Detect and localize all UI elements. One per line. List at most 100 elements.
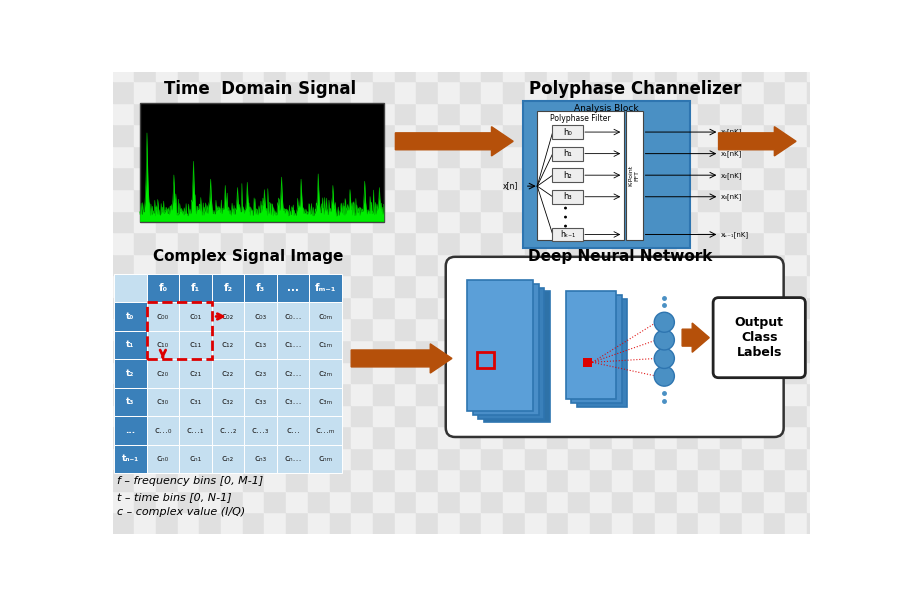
Bar xyxy=(503,275,525,297)
Bar xyxy=(503,404,525,426)
Bar xyxy=(742,362,763,383)
Bar xyxy=(147,416,179,445)
Bar xyxy=(525,340,546,362)
Bar xyxy=(308,275,329,297)
Bar xyxy=(156,103,177,124)
Bar xyxy=(112,124,134,146)
Bar xyxy=(785,189,807,211)
Bar xyxy=(568,319,590,340)
Bar xyxy=(156,124,177,146)
Text: c…₀: c…₀ xyxy=(154,426,172,435)
Bar xyxy=(568,167,590,189)
Bar xyxy=(742,404,763,426)
Bar xyxy=(112,59,134,81)
Bar xyxy=(785,167,807,189)
Bar xyxy=(698,59,720,81)
Bar xyxy=(286,383,308,404)
Bar xyxy=(112,469,134,491)
Bar xyxy=(612,383,634,404)
Bar xyxy=(114,302,147,331)
Bar xyxy=(763,146,785,167)
Bar xyxy=(329,167,351,189)
Bar xyxy=(763,426,785,448)
Bar xyxy=(525,383,546,404)
Bar xyxy=(698,383,720,404)
Bar xyxy=(265,146,286,167)
Bar xyxy=(286,254,308,275)
Bar xyxy=(221,491,243,512)
Text: c₃ₘ: c₃ₘ xyxy=(319,397,333,406)
Bar xyxy=(742,59,763,81)
Bar xyxy=(583,358,592,367)
Bar xyxy=(351,512,373,534)
Circle shape xyxy=(654,349,674,368)
Bar xyxy=(373,319,394,340)
Bar xyxy=(308,254,329,275)
Bar xyxy=(438,38,460,59)
Bar xyxy=(179,274,212,302)
Bar xyxy=(785,426,807,448)
Bar xyxy=(634,512,655,534)
Bar xyxy=(177,81,199,103)
Bar xyxy=(438,232,460,254)
Bar xyxy=(546,491,568,512)
Bar xyxy=(308,232,329,254)
Bar xyxy=(829,319,850,340)
Bar xyxy=(807,81,829,103)
FancyBboxPatch shape xyxy=(467,280,534,411)
Bar xyxy=(277,274,310,302)
Bar xyxy=(373,362,394,383)
Bar xyxy=(763,340,785,362)
Bar xyxy=(243,491,265,512)
Bar xyxy=(286,81,308,103)
Bar xyxy=(720,254,742,275)
Bar xyxy=(329,103,351,124)
Bar xyxy=(177,232,199,254)
Bar xyxy=(546,59,568,81)
Bar xyxy=(612,59,634,81)
Bar xyxy=(460,275,482,297)
Bar xyxy=(720,448,742,469)
Bar xyxy=(112,448,134,469)
Bar xyxy=(807,426,829,448)
Bar xyxy=(546,404,568,426)
Bar xyxy=(807,103,829,124)
Bar xyxy=(568,103,590,124)
Bar xyxy=(785,404,807,426)
Bar xyxy=(308,59,329,81)
Bar xyxy=(742,426,763,448)
Bar xyxy=(265,448,286,469)
Bar xyxy=(244,445,277,473)
Bar xyxy=(373,340,394,362)
Bar xyxy=(590,167,612,189)
Bar xyxy=(829,254,850,275)
Bar xyxy=(156,189,177,211)
Bar xyxy=(677,38,698,59)
Bar xyxy=(308,340,329,362)
Bar xyxy=(329,426,351,448)
Bar xyxy=(677,211,698,232)
Bar xyxy=(698,426,720,448)
Bar xyxy=(590,319,612,340)
Bar xyxy=(546,275,568,297)
Bar xyxy=(177,383,199,404)
Bar xyxy=(310,388,342,416)
Bar xyxy=(310,359,342,388)
Text: x₁[nK]: x₁[nK] xyxy=(721,150,742,157)
Bar xyxy=(829,362,850,383)
Bar xyxy=(156,254,177,275)
Bar xyxy=(655,189,677,211)
Bar xyxy=(503,448,525,469)
Text: f₁: f₁ xyxy=(191,283,200,293)
Text: c₂₁: c₂₁ xyxy=(189,369,202,378)
Bar xyxy=(134,254,156,275)
Bar xyxy=(477,352,494,368)
Bar xyxy=(286,232,308,254)
Bar xyxy=(221,167,243,189)
Bar xyxy=(612,404,634,426)
Bar xyxy=(147,302,212,359)
Bar xyxy=(156,81,177,103)
Bar xyxy=(134,469,156,491)
Text: c₀ₘ: c₀ₘ xyxy=(319,312,333,321)
Bar xyxy=(373,297,394,319)
